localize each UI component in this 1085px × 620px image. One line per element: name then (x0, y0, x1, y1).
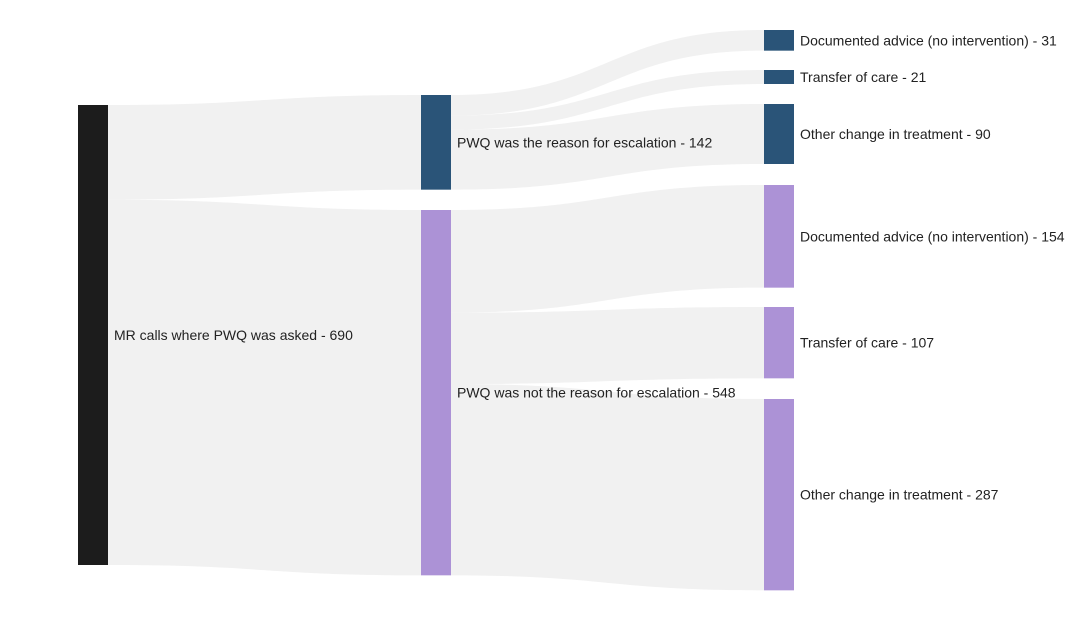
sankey-node-label-n_transfer: Transfer of care - 107 (800, 335, 934, 351)
sankey-link-not_reason-n_transfer[interactable] (451, 307, 764, 384)
sankey-link-not_reason-n_advice[interactable] (451, 185, 764, 313)
sankey-link-reason-r_transfer[interactable] (451, 70, 764, 130)
sankey-node-label-r_other: Other change in treatment - 90 (800, 126, 991, 142)
sankey-node-root[interactable] (78, 105, 108, 565)
sankey-node-r_other[interactable] (764, 104, 794, 164)
sankey-node-label-not_reason: PWQ was not the reason for escalation - … (457, 385, 736, 401)
sankey-links (108, 30, 764, 591)
sankey-link-reason-r_advice[interactable] (451, 30, 764, 116)
sankey-labels: MR calls where PWQ was asked - 690 PWQ wa… (114, 32, 1065, 502)
sankey-link-root-not_reason[interactable] (108, 199, 421, 576)
sankey-node-reason[interactable] (421, 95, 451, 190)
sankey-nodes (78, 30, 794, 591)
sankey-node-r_advice[interactable] (764, 30, 794, 51)
sankey-node-n_advice[interactable] (764, 185, 794, 288)
sankey-node-label-r_advice: Documented advice (no intervention) - 31 (800, 32, 1057, 48)
sankey-link-not_reason-n_other[interactable] (451, 384, 764, 591)
sankey-node-label-reason: PWQ was the reason for escalation - 142 (457, 134, 712, 150)
sankey-link-root-reason[interactable] (108, 95, 421, 200)
sankey-node-n_transfer[interactable] (764, 307, 794, 379)
sankey-node-label-n_advice: Documented advice (no intervention) - 15… (800, 228, 1065, 244)
sankey-node-label-root: MR calls where PWQ was asked - 690 (114, 327, 353, 343)
sankey-node-label-n_other: Other change in treatment - 287 (800, 487, 999, 503)
sankey-link-reason-r_other[interactable] (451, 104, 764, 190)
sankey-node-not_reason[interactable] (421, 210, 451, 576)
sankey-node-label-r_transfer: Transfer of care - 21 (800, 69, 927, 85)
sankey-node-n_other[interactable] (764, 399, 794, 591)
sankey-node-r_transfer[interactable] (764, 70, 794, 84)
